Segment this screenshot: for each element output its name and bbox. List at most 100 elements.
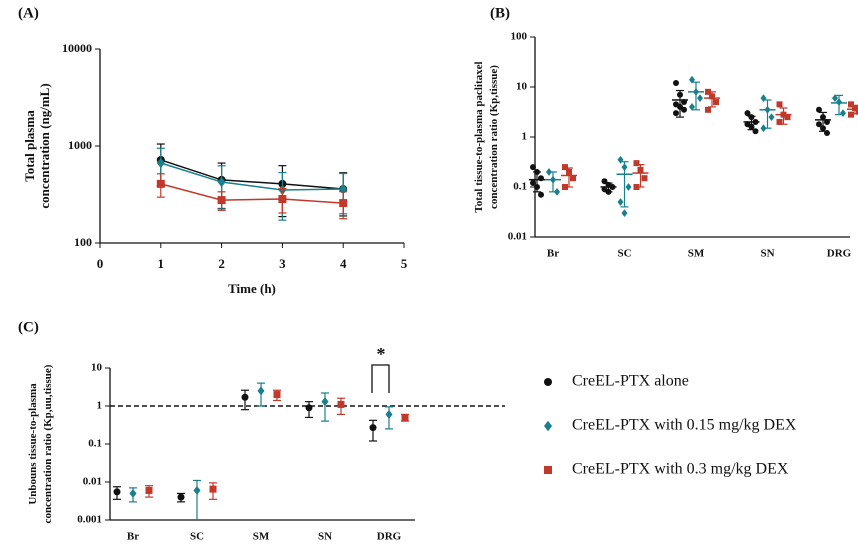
marker (385, 409, 393, 419)
y-tick-label: 100 (74, 235, 92, 249)
legend-label: CreEL-PTX with 0.3 mg/kg DEX (572, 461, 789, 478)
marker (273, 391, 281, 399)
y-axis-title-line: concentration ratio (Kp,tissue) (488, 65, 500, 209)
marker (305, 404, 313, 412)
marker (689, 102, 695, 111)
marker (217, 196, 226, 205)
x-tick-label: SN (318, 531, 332, 543)
y-tick-label: 0.1 (88, 438, 102, 450)
marker (673, 110, 679, 117)
marker (538, 191, 544, 198)
marker (816, 121, 822, 128)
marker (673, 80, 679, 87)
y-tick-label: 0.01 (83, 476, 102, 488)
y-axis-title-line: concentration ratio (Kp,uu,tissue) (42, 364, 54, 523)
marker (617, 198, 624, 206)
marker (832, 94, 838, 102)
x-tick-label: SM (253, 531, 270, 543)
marker (156, 157, 165, 169)
marker (760, 94, 767, 102)
y-tick-label: 10000 (62, 41, 92, 55)
marker (544, 378, 552, 386)
marker (625, 183, 632, 191)
panel-label: (B) (490, 5, 510, 21)
y-tick-label: 10 (91, 362, 103, 374)
y-axis-title-line: Total tissue-to-plasma paclitaxel (473, 61, 485, 212)
line (160, 159, 344, 190)
marker (617, 155, 624, 164)
y-axis-title: Total tissue-to-plasma paclitaxel concent… (473, 61, 500, 212)
marker (848, 111, 854, 118)
marker (776, 118, 783, 125)
y-tick-label: 100 (511, 31, 528, 43)
marker (744, 110, 751, 117)
x-tick-label: 3 (279, 256, 286, 271)
x-tick-label: Br (547, 248, 559, 260)
x-tick-label: 0 (97, 256, 104, 271)
marker (768, 113, 775, 122)
marker (257, 386, 265, 396)
marker (816, 106, 822, 113)
y-axis-title: Unbouns tissue-to-plasma concentration ra… (27, 364, 54, 523)
marker (544, 466, 552, 474)
marker (401, 413, 409, 421)
x-tick-label: SN (760, 248, 774, 260)
y-axis-title-line: concentration (ng/mL) (37, 83, 52, 208)
x-tick-label: DRG (827, 248, 852, 260)
y-tick-label: 1000 (68, 138, 92, 152)
marker (784, 114, 791, 121)
significance-bracket (371, 364, 390, 393)
marker (530, 164, 536, 171)
annotation: * (377, 344, 386, 364)
y-tick-label: 0.01 (508, 231, 527, 243)
marker (705, 106, 711, 113)
x-tick-label: 4 (340, 256, 347, 271)
marker (570, 175, 576, 182)
x-tick-label: 2 (218, 256, 225, 271)
marker (278, 195, 287, 204)
x-tick-label: SC (617, 248, 631, 260)
legend-label: CreEL-PTX with 0.15 mg/kg DEX (572, 417, 797, 434)
marker (689, 75, 695, 84)
line (160, 162, 344, 191)
marker (848, 101, 854, 108)
marker (530, 180, 536, 187)
y-tick-label: 1 (522, 131, 528, 143)
marker (339, 199, 348, 208)
y-tick-label: 10 (516, 81, 528, 93)
marker (156, 179, 165, 188)
marker (633, 160, 640, 167)
marker (641, 175, 648, 182)
y-axis-title-line: Unbouns tissue-to-plasma (27, 383, 39, 505)
marker (129, 488, 137, 498)
marker (713, 99, 719, 106)
y-tick-label: 1 (97, 400, 103, 412)
y-tick-label: 0.001 (77, 514, 102, 526)
line (160, 183, 344, 204)
marker (209, 485, 217, 493)
marker (177, 493, 185, 501)
x-tick-label: SM (688, 248, 705, 260)
marker (776, 101, 783, 108)
legend-label: CreEL-PTX alone (572, 373, 689, 390)
marker (681, 106, 687, 113)
marker (241, 393, 249, 401)
marker (337, 400, 345, 408)
x-tick-label: 1 (158, 256, 165, 271)
marker (562, 164, 568, 171)
marker (621, 209, 628, 218)
x-tick-label: DRG (377, 531, 402, 543)
marker (369, 424, 377, 432)
marker (840, 109, 846, 118)
x-tick-label: 5 (401, 256, 408, 271)
panel-label: (C) (18, 319, 39, 335)
x-axis-title: Time (h) (228, 281, 276, 296)
marker (321, 397, 329, 407)
y-axis-title: Total plasmaconcentration (ng/mL) (22, 83, 52, 208)
marker (145, 486, 153, 494)
marker (193, 485, 201, 495)
panel-label: (A) (18, 5, 39, 21)
marker (544, 420, 552, 432)
x-tick-label: Br (127, 531, 139, 543)
